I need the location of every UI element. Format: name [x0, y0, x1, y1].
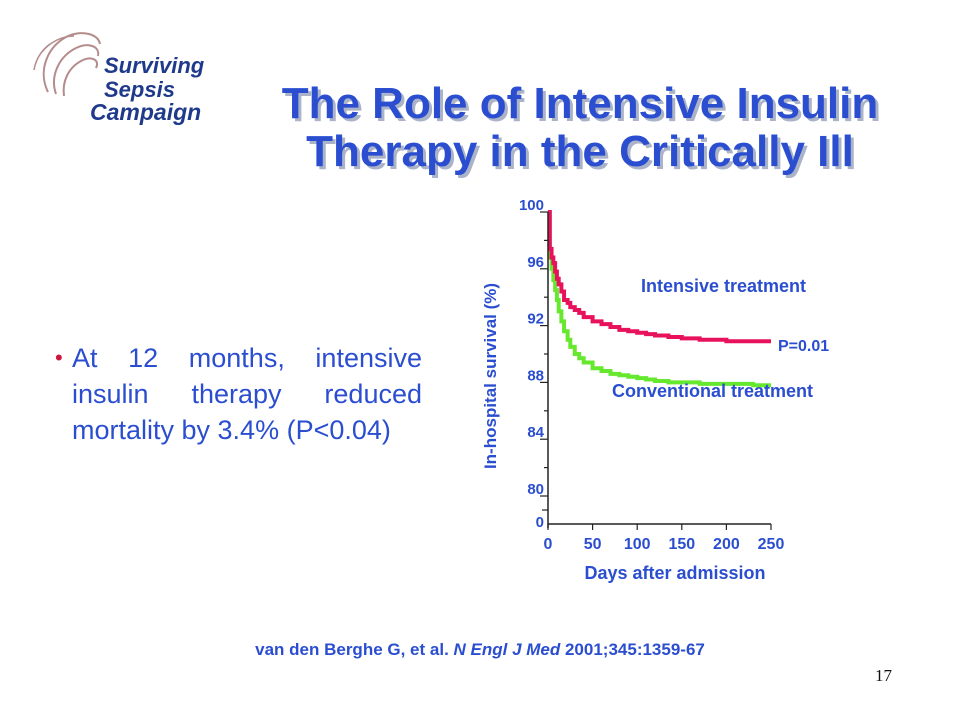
slide-title-line2: Therapy in the Critically Ill [306, 127, 854, 176]
x-tick-label: 100 [624, 536, 651, 553]
x-tick-label: 50 [584, 536, 602, 553]
y-tick-label: 92 [527, 311, 544, 328]
logo-line-surviving: Surviving [104, 53, 205, 78]
hands-logo-icon [33, 32, 101, 97]
y-break-label: 0 [536, 514, 544, 531]
series-label-intensive: Intensive treatment [641, 276, 806, 296]
logo-line-sepsis: Sepsis [104, 77, 175, 102]
y-tick-label: 96 [527, 254, 544, 271]
x-tick-label: 0 [544, 536, 553, 553]
citation-authors: van den Berghe G, et al. [255, 640, 454, 659]
series-line-intensive [547, 210, 771, 344]
series-label-conventional: Conventional treatment [612, 381, 813, 401]
surviving-sepsis-logo: Surviving Sepsis Campaign [28, 22, 228, 125]
x-tick-label: 150 [668, 536, 695, 553]
slide-title-line1: The Role of Intensive Insulin [281, 79, 879, 128]
x-tick-label: 200 [713, 536, 740, 553]
slide-title: The Role of Intensive Insulin Therapy in… [215, 80, 945, 176]
x-axis-label: Days after admission [584, 563, 765, 583]
bullet-dot-icon: • [55, 345, 63, 370]
y-tick-label: 88 [527, 367, 544, 384]
y-tick-label: 80 [527, 481, 544, 498]
logo-line-campaign: Campaign [90, 99, 202, 125]
y-tick-label: 84 [527, 424, 544, 441]
citation-journal: N Engl J Med [453, 640, 561, 659]
p-value-annotation: P=0.01 [778, 338, 829, 355]
citation: van den Berghe G, et al. N Engl J Med 20… [0, 640, 960, 660]
series-layer [547, 210, 771, 388]
series-line-conventional [547, 210, 771, 388]
y-tick-label: 100 [519, 197, 544, 214]
bullet-text: At 12 months, intensive insulin therapy … [72, 343, 422, 445]
axes-layer: 80 84 88 92 96 100 00 50 100 150 200 250 [519, 197, 784, 553]
citation-rest: 2001;345:1359-67 [560, 640, 705, 659]
x-tick-label: 250 [758, 536, 785, 553]
page-number: 17 [875, 666, 892, 685]
y-axis-label: In-hospital survival (%) [481, 283, 500, 469]
